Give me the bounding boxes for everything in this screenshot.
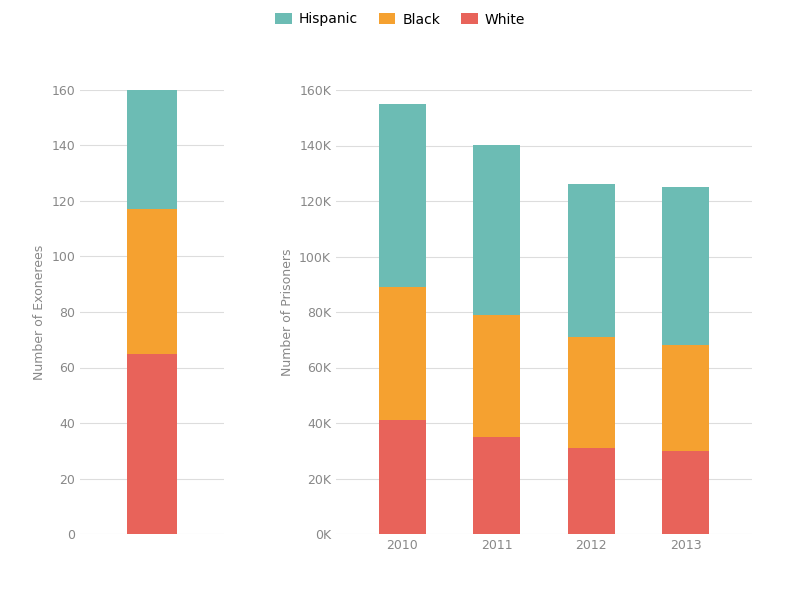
Y-axis label: Number of Prisoners: Number of Prisoners [281,248,294,376]
Bar [568,184,615,337]
Bar [126,353,178,534]
Bar [662,346,710,451]
Bar [126,209,178,353]
Bar [662,451,710,534]
Bar [473,315,520,437]
Y-axis label: Number of Exonerees: Number of Exonerees [33,244,46,380]
Bar [378,287,426,420]
Bar [662,187,710,345]
Bar [568,448,615,534]
Bar [473,437,520,534]
Bar [568,337,615,448]
Legend: Hispanic, Black, White: Hispanic, Black, White [270,7,530,32]
Bar [126,90,178,209]
Bar [473,145,520,315]
Bar [378,420,426,534]
Bar [378,104,426,287]
